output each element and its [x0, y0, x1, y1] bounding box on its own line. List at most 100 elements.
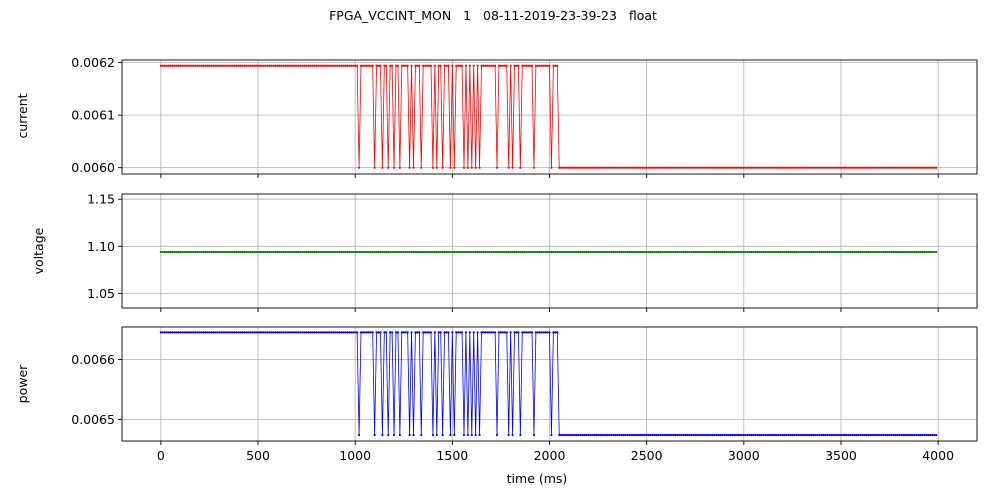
voltage-data-point: [200, 250, 203, 254]
current-data-point: [795, 166, 798, 169]
voltage-data-point: [560, 250, 563, 254]
voltage-data-point: [674, 250, 677, 254]
voltage-data-point: [826, 250, 829, 254]
current-data-point: [247, 64, 250, 67]
power-data-point: [490, 331, 493, 334]
voltage-data-point: [709, 250, 712, 254]
current-data-point: [416, 64, 419, 67]
power-data-point: [746, 433, 749, 437]
current-data-point: [668, 166, 672, 169]
power-data-point: [544, 331, 547, 334]
voltage-data-point: [595, 250, 598, 254]
power-data-point: [466, 433, 469, 437]
power-data-point: [381, 433, 384, 437]
current-data-point: [610, 166, 613, 169]
voltage-data-point: [536, 250, 539, 254]
current-data-point: [165, 64, 168, 67]
power-data-point: [767, 433, 771, 437]
power-data-point: [870, 433, 874, 437]
current-data-point: [579, 166, 582, 169]
voltage-data-point: [898, 250, 901, 254]
voltage-data-point: [416, 250, 419, 254]
power-data-point: [243, 331, 246, 334]
power-data-point: [587, 433, 590, 437]
current-data-point: [272, 64, 275, 67]
power-data-point: [528, 331, 532, 334]
power-data-point: [505, 331, 508, 334]
current-data-point: [746, 166, 749, 169]
current-data-point: [684, 166, 687, 169]
current-data-point: [839, 166, 843, 169]
voltage-data-point: [476, 250, 479, 254]
power-y-tick-label: 0.0065: [71, 412, 115, 427]
current-data-point: [904, 166, 907, 169]
voltage-data-point: [812, 250, 815, 254]
current-data-point: [229, 64, 232, 67]
voltage-data-point: [886, 250, 889, 254]
current-data-point: [336, 64, 339, 67]
voltage-data-point: [900, 250, 903, 254]
voltage-data-point: [433, 250, 436, 254]
voltage-data-point: [198, 250, 201, 254]
voltage-data-point: [183, 250, 186, 254]
voltage-data-point: [208, 250, 211, 254]
voltage-data-point: [350, 250, 353, 254]
current-data-point: [703, 166, 707, 169]
current-data-point: [824, 166, 827, 169]
power-data-point: [204, 331, 207, 334]
power-data-point: [169, 331, 172, 334]
current-data-point: [711, 166, 714, 169]
voltage-data-point: [744, 250, 747, 254]
voltage-data-point: [902, 250, 905, 254]
power-data-point: [416, 331, 419, 334]
voltage-data-point: [723, 250, 726, 254]
current-data-point: [595, 166, 598, 169]
power-data-point: [620, 433, 623, 437]
voltage-data-point: [253, 250, 256, 254]
current-data-point: [262, 64, 265, 67]
voltage-data-point: [194, 250, 197, 254]
power-data-point: [161, 331, 164, 334]
voltage-data-point: [734, 250, 738, 254]
current-data-point: [186, 64, 190, 67]
power-data-point: [361, 331, 365, 334]
power-data-point: [548, 331, 551, 334]
power-data-point: [598, 433, 602, 437]
current-data-point: [381, 166, 384, 169]
power-data-point: [756, 433, 759, 437]
power-data-point: [855, 433, 858, 437]
power-data-point: [828, 433, 831, 437]
voltage-data-point: [859, 250, 862, 254]
power-data-point: [919, 433, 922, 437]
power-data-point: [303, 331, 306, 334]
voltage-data-point: [857, 250, 860, 254]
voltage-data-point: [818, 250, 821, 254]
power-data-point: [738, 433, 742, 437]
current-data-point: [223, 64, 227, 67]
power-data-point: [791, 433, 794, 437]
power-data-point: [179, 331, 182, 334]
power-data-point: [797, 433, 800, 437]
voltage-data-point: [291, 250, 295, 254]
current-data-point: [210, 64, 213, 67]
power-data-point: [773, 433, 777, 437]
voltage-data-point: [392, 250, 396, 254]
voltage-data-point: [915, 250, 918, 254]
power-data-point: [509, 331, 512, 334]
current-data-point: [313, 64, 316, 67]
current-y-tick-label: 0.0060: [71, 160, 115, 175]
power-data-point: [701, 433, 705, 437]
power-data-point: [295, 331, 298, 334]
voltage-data-point: [408, 250, 411, 254]
current-data-point: [692, 166, 695, 169]
power-data-point: [927, 433, 930, 437]
voltage-data-point: [493, 250, 497, 254]
power-data-point: [214, 331, 217, 334]
power-data-point: [223, 331, 227, 334]
current-data-point: [511, 166, 514, 169]
voltage-data-point: [808, 250, 811, 254]
current-data-point: [872, 166, 876, 169]
power-data-point: [915, 433, 918, 437]
current-data-point: [441, 166, 444, 169]
current-data-point: [548, 64, 551, 67]
